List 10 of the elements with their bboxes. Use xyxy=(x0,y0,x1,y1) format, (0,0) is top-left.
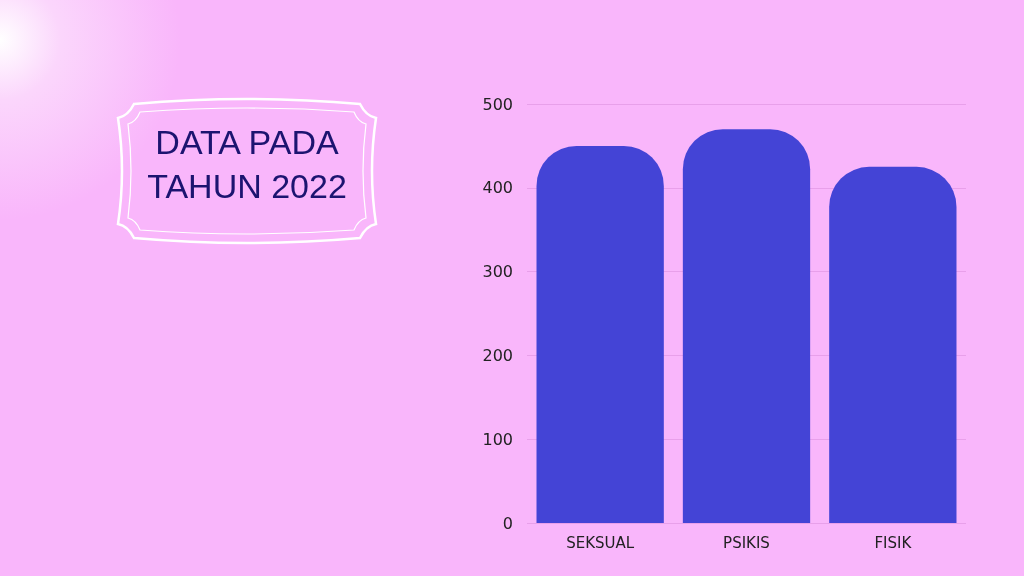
y-tick-label: 0 xyxy=(502,513,513,533)
y-tick-label: 100 xyxy=(482,429,513,449)
text: DATA PADA TAHUN 2022 xyxy=(146,122,348,207)
x-tick-label: SEKSUAL xyxy=(566,533,635,552)
y-tick-label: 200 xyxy=(482,345,513,365)
x-tick-label: FISIK xyxy=(874,533,913,552)
y-tick-label: 300 xyxy=(482,262,513,282)
x-tick-label: PSIKIS xyxy=(723,533,770,552)
y-tick-label: 500 xyxy=(482,94,513,114)
y-tick-label: 400 xyxy=(482,178,513,198)
